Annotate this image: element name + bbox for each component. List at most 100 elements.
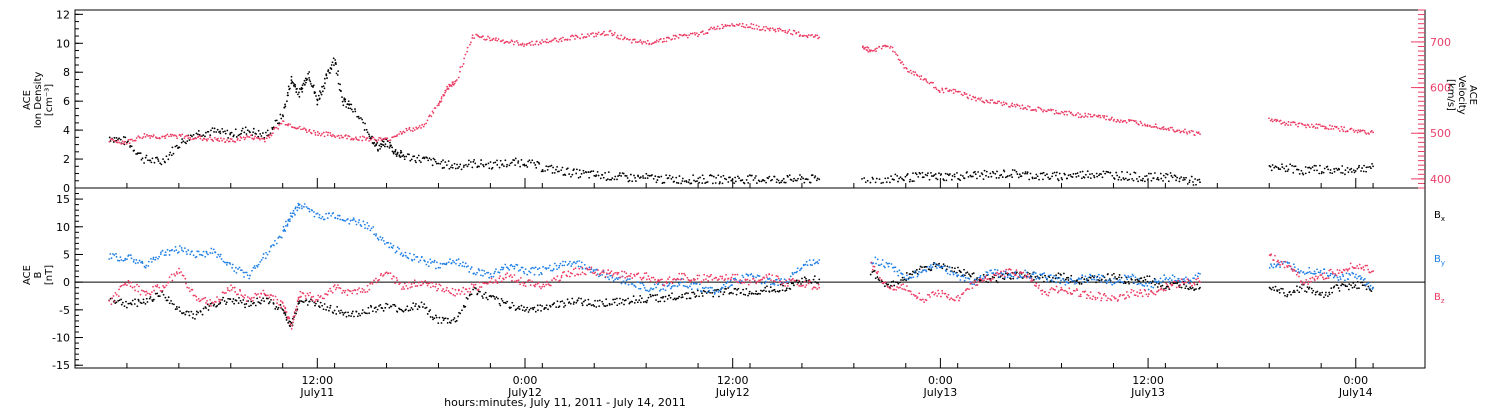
ion-density-point xyxy=(1341,172,1344,174)
bx-point xyxy=(470,293,473,296)
bx-point xyxy=(521,309,524,312)
velocity-point xyxy=(1281,122,1284,125)
bx-point xyxy=(1346,285,1348,288)
bz-point xyxy=(1074,290,1076,292)
ion-density-point xyxy=(139,152,142,154)
ion-density-point xyxy=(1354,170,1357,172)
bz-point xyxy=(218,300,221,303)
by-point xyxy=(1006,276,1009,279)
bz-point xyxy=(933,293,936,296)
bz-point xyxy=(1003,275,1006,278)
ion-density-point xyxy=(255,133,258,135)
velocity-point xyxy=(642,40,645,43)
bx-point xyxy=(887,283,890,286)
bx-point xyxy=(1298,291,1301,294)
velocity-point xyxy=(174,134,176,137)
bz-point xyxy=(1320,274,1323,276)
ion-density-point xyxy=(244,126,247,129)
by-point xyxy=(463,265,466,268)
by-point xyxy=(214,251,217,254)
ion-density-point xyxy=(240,129,243,132)
bz-point xyxy=(237,293,239,296)
ion-density-point xyxy=(1352,169,1355,172)
bz-point xyxy=(715,276,718,279)
velocity-point xyxy=(1111,116,1113,119)
ion-density-point xyxy=(1015,170,1018,173)
bottom-ytick-label: 0 xyxy=(63,276,70,289)
ion-density-point xyxy=(1361,167,1364,169)
velocity-point xyxy=(1268,117,1270,120)
bz-point xyxy=(1307,283,1309,286)
velocity-point xyxy=(603,30,605,33)
by-point xyxy=(1113,277,1115,280)
bx-point xyxy=(375,310,377,313)
velocity-point xyxy=(120,142,123,145)
bx-point xyxy=(813,275,816,278)
bz-point xyxy=(528,279,531,282)
bx-point xyxy=(556,300,559,303)
bx-point xyxy=(357,312,360,315)
bz-point xyxy=(506,272,509,275)
ion-density-point xyxy=(1167,180,1170,183)
by-point xyxy=(166,248,169,251)
ion-density-point xyxy=(265,131,267,134)
velocity-point xyxy=(569,38,571,41)
velocity-point xyxy=(517,41,519,44)
by-point xyxy=(769,283,772,286)
by-point xyxy=(1286,262,1289,264)
ion-density-point xyxy=(634,176,636,179)
by-point xyxy=(461,265,464,267)
by-point xyxy=(355,223,358,226)
by-point xyxy=(249,274,251,277)
ion-density-point xyxy=(970,175,973,178)
bz-point xyxy=(185,282,187,285)
bx-point xyxy=(671,292,673,295)
ion-density-point xyxy=(149,159,152,162)
ion-density-point xyxy=(694,180,697,183)
bx-point xyxy=(174,308,177,311)
velocity-point xyxy=(980,97,983,99)
bz-point xyxy=(347,289,349,291)
ion-density-point xyxy=(731,178,734,181)
bz-point xyxy=(343,291,346,294)
bz-point xyxy=(1274,254,1276,257)
top-left-ylabel: ACE Ion Density [cm⁻³] xyxy=(22,72,55,129)
ion-density-point xyxy=(793,177,795,180)
velocity-point xyxy=(762,26,765,28)
bx-point xyxy=(1083,278,1086,281)
bz-point xyxy=(724,278,726,280)
bz-point xyxy=(1193,282,1195,284)
by-point xyxy=(728,285,731,288)
ion-density-point xyxy=(607,171,610,174)
velocity-point xyxy=(901,61,904,63)
velocity-point xyxy=(134,139,137,142)
velocity-point xyxy=(1337,127,1340,130)
velocity-point xyxy=(224,141,227,143)
ion-density-point xyxy=(1329,171,1332,174)
bz-point xyxy=(625,272,628,275)
bx-point xyxy=(801,280,804,283)
ion-density-point xyxy=(959,179,962,182)
velocity-point xyxy=(321,133,323,135)
velocity-point xyxy=(920,75,923,77)
bz-point xyxy=(1137,295,1139,298)
by-point xyxy=(273,244,275,247)
velocity-point xyxy=(1320,125,1322,128)
ion-density-point xyxy=(1279,168,1282,171)
by-point xyxy=(366,227,369,230)
ion-density-point xyxy=(352,110,354,113)
ion-density-point xyxy=(301,87,304,90)
bz-point xyxy=(1335,274,1338,277)
ion-density-point xyxy=(741,179,744,181)
by-point xyxy=(490,275,493,278)
by-point xyxy=(168,254,171,256)
ion-density-point xyxy=(514,157,517,160)
bz-point xyxy=(682,278,685,281)
by-point xyxy=(1100,280,1103,283)
bx-point xyxy=(423,303,426,306)
by-point xyxy=(563,264,566,267)
bx-point xyxy=(909,273,912,275)
by-point xyxy=(1270,263,1272,266)
bx-point xyxy=(202,307,205,310)
ion-density-point xyxy=(458,165,461,168)
